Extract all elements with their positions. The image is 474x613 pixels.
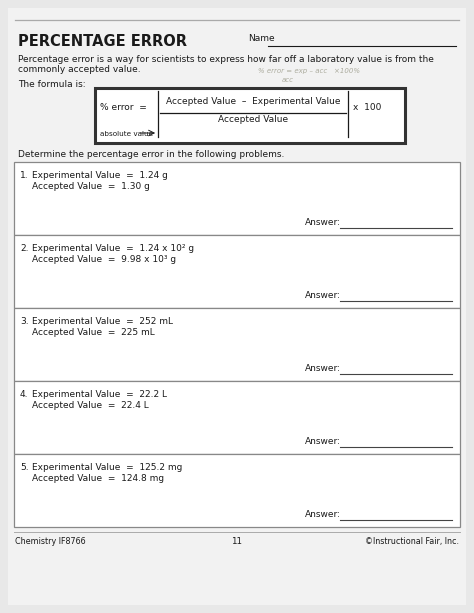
Text: Accepted Value  =  1.30 g: Accepted Value = 1.30 g — [32, 182, 150, 191]
Text: % error = exp – acc   ×100%: % error = exp – acc ×100% — [258, 68, 360, 74]
Text: absolute value: absolute value — [100, 131, 153, 137]
Text: Accepted Value  =  124.8 mg: Accepted Value = 124.8 mg — [32, 474, 164, 483]
Text: Accepted Value  –  Experimental Value: Accepted Value – Experimental Value — [166, 97, 340, 106]
Text: Experimental Value  =  125.2 mg: Experimental Value = 125.2 mg — [32, 463, 182, 472]
Bar — [14, 308, 460, 381]
Text: ©Instructional Fair, Inc.: ©Instructional Fair, Inc. — [365, 537, 459, 546]
Text: Answer:: Answer: — [305, 510, 341, 519]
Bar — [14, 162, 460, 235]
Text: Accepted Value  =  9.98 x 10³ g: Accepted Value = 9.98 x 10³ g — [32, 255, 176, 264]
Text: Answer:: Answer: — [305, 437, 341, 446]
Text: Accepted Value  =  225 mL: Accepted Value = 225 mL — [32, 328, 155, 337]
Bar — [14, 381, 460, 454]
Text: Chemistry IF8766: Chemistry IF8766 — [15, 537, 86, 546]
Text: 1.: 1. — [20, 171, 28, 180]
Text: acc: acc — [282, 77, 294, 83]
Text: Answer:: Answer: — [305, 291, 341, 300]
Text: Experimental Value  =  1.24 x 10² g: Experimental Value = 1.24 x 10² g — [32, 244, 194, 253]
Bar — [95, 88, 405, 143]
Text: 5.: 5. — [20, 463, 28, 472]
Text: Accepted Value: Accepted Value — [218, 115, 288, 124]
Text: Accepted Value  =  22.4 L: Accepted Value = 22.4 L — [32, 401, 149, 410]
Text: PERCENTAGE ERROR: PERCENTAGE ERROR — [18, 34, 187, 49]
Text: Percentage error is a way for scientists to express how far off a laboratory val: Percentage error is a way for scientists… — [18, 55, 434, 64]
Text: 11: 11 — [231, 537, 243, 546]
Text: The formula is:: The formula is: — [18, 80, 86, 89]
Text: 2.: 2. — [20, 244, 28, 253]
Text: % error  =: % error = — [100, 103, 147, 112]
Text: x  100: x 100 — [353, 103, 382, 112]
Text: Determine the percentage error in the following problems.: Determine the percentage error in the fo… — [18, 150, 284, 159]
Text: 4.: 4. — [20, 390, 28, 399]
Text: Answer:: Answer: — [305, 218, 341, 227]
Text: Experimental Value  =  22.2 L: Experimental Value = 22.2 L — [32, 390, 167, 399]
Bar — [14, 235, 460, 308]
Bar — [14, 454, 460, 527]
Text: Experimental Value  =  252 mL: Experimental Value = 252 mL — [32, 317, 173, 326]
Text: Name: Name — [248, 34, 274, 43]
Text: Answer:: Answer: — [305, 364, 341, 373]
Text: commonly accepted value.: commonly accepted value. — [18, 65, 141, 74]
Text: 3.: 3. — [20, 317, 28, 326]
Text: Experimental Value  =  1.24 g: Experimental Value = 1.24 g — [32, 171, 168, 180]
